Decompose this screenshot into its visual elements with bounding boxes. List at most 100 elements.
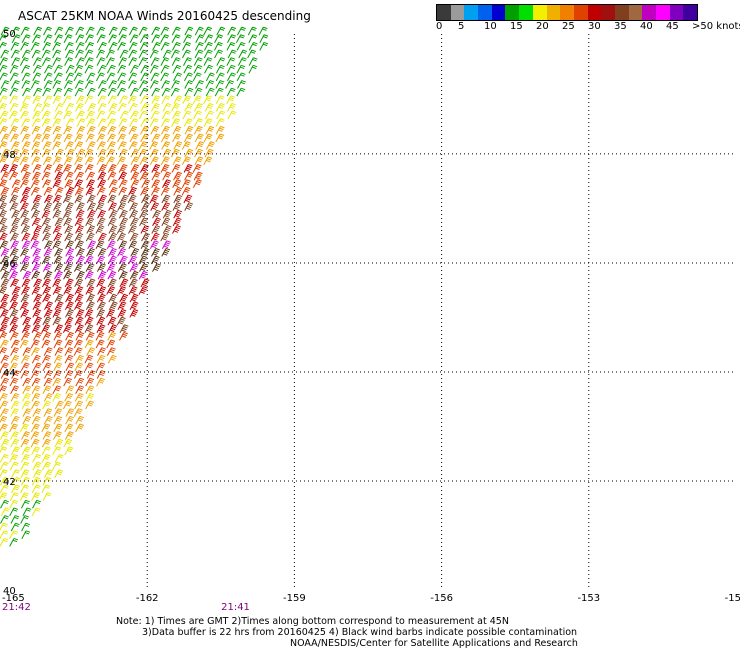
- wind-barb: [106, 240, 116, 250]
- wind-barb: [53, 72, 63, 82]
- wind-barb: [86, 141, 96, 150]
- wind-barb: [0, 186, 10, 196]
- wind-barb: [9, 499, 19, 509]
- wind-barb: [0, 423, 8, 432]
- colorbar-labels: 0 5 10 15 20 25 30 35 40 45 >50 knots: [436, 21, 740, 35]
- wind-barb: [9, 202, 19, 211]
- wind-barb: [149, 118, 159, 127]
- wind-barb: [237, 80, 246, 89]
- wind-barb: [0, 64, 8, 73]
- wind-barb: [0, 469, 8, 478]
- wind-barb: [9, 492, 19, 501]
- wind-barb: [0, 286, 8, 294]
- wind-barb: [75, 247, 85, 257]
- wind-barb: [170, 87, 180, 97]
- wind-barb: [21, 240, 31, 250]
- wind-barb: [30, 148, 40, 158]
- colorbar-label: 15: [510, 21, 523, 32]
- wind-barb: [43, 377, 53, 387]
- colorbar-segment: [573, 5, 588, 20]
- wind-barb: [43, 247, 53, 257]
- wind-barb: [171, 80, 180, 89]
- wind-barb: [108, 41, 118, 51]
- wind-barb: [54, 469, 64, 478]
- wind-barb: [52, 240, 62, 250]
- wind-barb: [236, 41, 246, 51]
- colorbar-segment: [464, 5, 479, 20]
- wind-barb: [65, 362, 75, 372]
- wind-barb: [119, 293, 129, 303]
- wind-barb: [31, 324, 41, 333]
- wind-barb: [19, 179, 29, 188]
- wind-barb: [108, 293, 118, 303]
- wind-barb: [53, 370, 62, 379]
- wind-barb: [75, 331, 85, 341]
- wind-barb: [203, 118, 213, 127]
- wind-barb: [161, 202, 171, 211]
- wind-barb: [42, 476, 52, 486]
- wind-barb: [130, 156, 140, 166]
- wind-barb: [138, 255, 148, 265]
- wind-barb: [151, 87, 161, 97]
- wind-barb: [42, 431, 52, 440]
- wind-barb: [0, 316, 10, 326]
- wind-barb: [118, 186, 128, 196]
- wind-barb: [170, 49, 180, 59]
- wind-barb: [184, 102, 194, 112]
- note-line-2: 3)Data buffer is 22 hrs from 20160425 4)…: [142, 627, 578, 638]
- wind-barb: [184, 87, 194, 97]
- colorbar-label: 40: [640, 21, 653, 32]
- wind-barb: [0, 41, 7, 49]
- wind-barb: [259, 41, 269, 51]
- wind-barb: [52, 385, 62, 394]
- wind-barb: [96, 156, 106, 166]
- wind-barb: [41, 438, 51, 448]
- wind-barb: [42, 232, 51, 242]
- wind-barb: [107, 164, 117, 173]
- wind-barb: [227, 72, 236, 82]
- wind-barb: [42, 331, 52, 341]
- wind-barb: [20, 438, 30, 448]
- wind-barb: [74, 80, 84, 89]
- wind-barb: [75, 423, 85, 433]
- wind-barb: [130, 148, 140, 158]
- wind-barb: [52, 286, 62, 295]
- wind-barb: [65, 118, 75, 127]
- wind-barb: [150, 202, 160, 211]
- colorbar-segment: [642, 5, 656, 20]
- wind-barb: [172, 64, 182, 74]
- wind-barb: [138, 49, 148, 59]
- wind-barb: [44, 240, 53, 250]
- wind-barb: [184, 125, 194, 135]
- wind-barb: [129, 232, 139, 242]
- wind-barb: [119, 278, 129, 288]
- wind-barb: [0, 95, 8, 104]
- wind-barb: [75, 309, 85, 318]
- wind-barb: [64, 347, 74, 356]
- wind-barb: [41, 171, 51, 181]
- wind-barb: [173, 141, 183, 150]
- wind-barb: [64, 446, 74, 456]
- wind-barb: [117, 80, 126, 89]
- wind-barb: [64, 301, 74, 311]
- wind-barb: [21, 454, 30, 463]
- wind-barb: [64, 278, 74, 288]
- wind-barb: [75, 41, 85, 51]
- wind-barb: [0, 339, 9, 349]
- wind-barb: [96, 26, 106, 36]
- wind-barb: [204, 34, 214, 43]
- wind-barb: [129, 34, 139, 43]
- wind-barb: [237, 26, 246, 36]
- wind-barb: [0, 331, 8, 340]
- wind-barb: [52, 461, 61, 471]
- wind-barb: [152, 41, 161, 51]
- wind-barb: [52, 80, 62, 89]
- wind-barb: [96, 278, 106, 288]
- wind-barb: [108, 301, 118, 311]
- wind-barb: [171, 34, 181, 43]
- wind-barb: [0, 209, 7, 218]
- wind-barb: [65, 148, 75, 158]
- wind-barb: [74, 278, 84, 288]
- wind-barb: [161, 95, 171, 105]
- wind-barb: [42, 461, 51, 471]
